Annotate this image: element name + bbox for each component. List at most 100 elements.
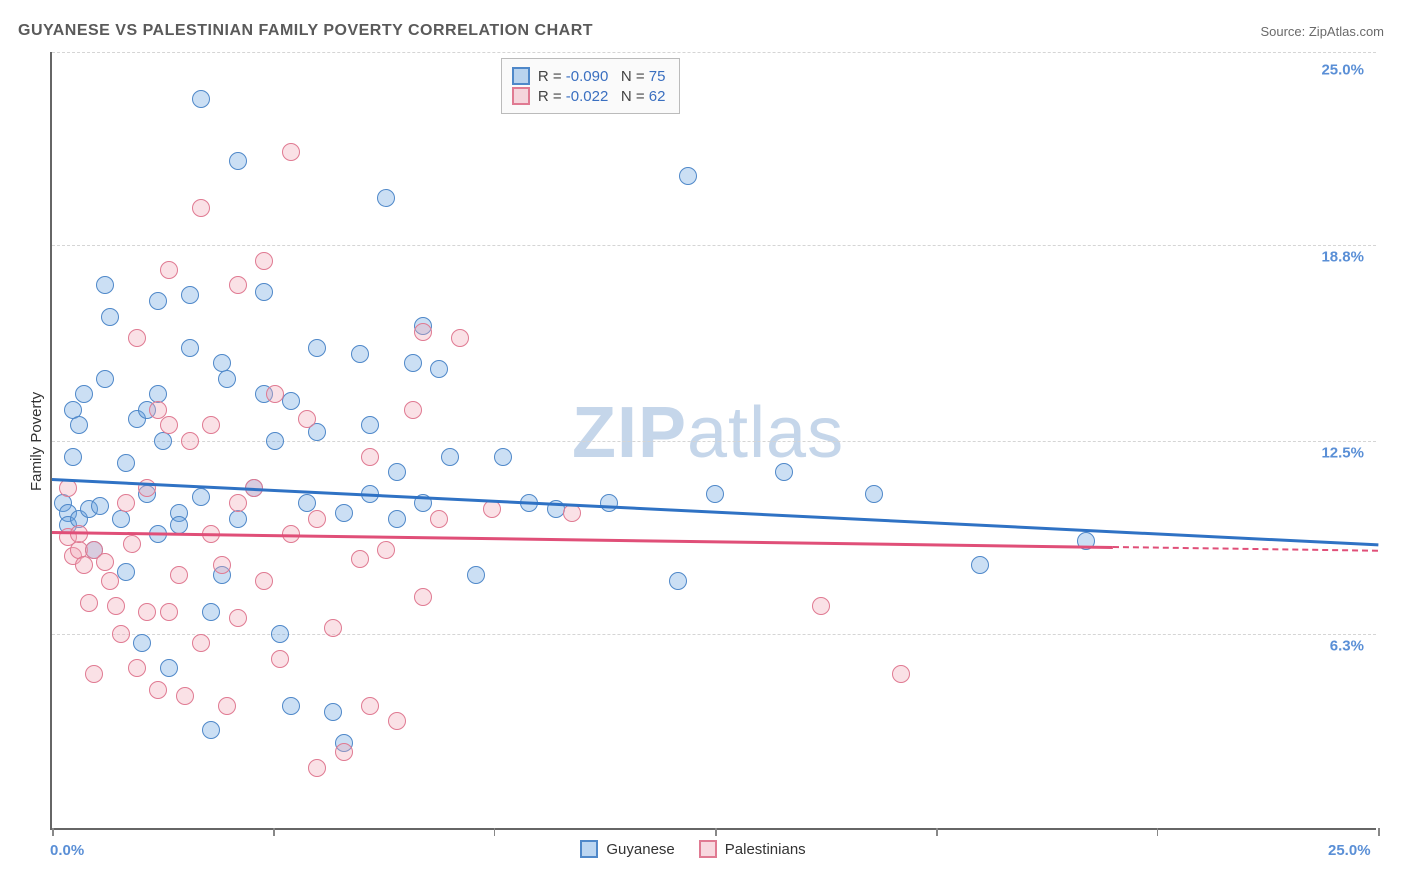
scatter-plot-area: ZIPatlas 6.3% 12.5% 18.8% 25.0% [50, 52, 1376, 830]
series-legend: Guyanese Palestinians [580, 840, 805, 858]
data-point [202, 603, 220, 621]
source-label: Source: ZipAtlas.com [1260, 24, 1384, 39]
watermark: ZIPatlas [572, 392, 844, 474]
data-point [149, 292, 167, 310]
data-point [229, 152, 247, 170]
data-point [361, 416, 379, 434]
x-tick-mark [1157, 828, 1159, 836]
watermark-rest: atlas [687, 393, 844, 473]
y-tick-label: 6.3% [1330, 637, 1364, 654]
data-point [128, 329, 146, 347]
series-legend-item: Palestinians [699, 840, 806, 858]
gridline [52, 52, 1376, 53]
data-point [75, 556, 93, 574]
data-point [112, 510, 130, 528]
data-point [160, 603, 178, 621]
data-point [75, 385, 93, 403]
data-point [170, 566, 188, 584]
y-tick-label: 12.5% [1321, 445, 1364, 462]
data-point [324, 703, 342, 721]
data-point [388, 712, 406, 730]
data-point [308, 510, 326, 528]
data-point [138, 603, 156, 621]
data-point [308, 759, 326, 777]
y-tick-label: 18.8% [1321, 248, 1364, 265]
data-point [308, 339, 326, 357]
data-point [298, 410, 316, 428]
data-point [282, 697, 300, 715]
y-axis-label: Family Poverty [28, 392, 45, 491]
data-point [128, 659, 146, 677]
data-point [600, 494, 618, 512]
data-point [101, 572, 119, 590]
data-point [117, 494, 135, 512]
x-tick-mark [1378, 828, 1380, 836]
data-point [892, 665, 910, 683]
data-point [117, 563, 135, 581]
data-point [192, 488, 210, 506]
data-point [160, 261, 178, 279]
data-point [181, 339, 199, 357]
watermark-bold: ZIP [572, 393, 687, 473]
data-point [351, 345, 369, 363]
data-point [192, 90, 210, 108]
data-point [865, 485, 883, 503]
data-point [361, 448, 379, 466]
gridline [52, 441, 1376, 442]
data-point [96, 553, 114, 571]
data-point [812, 597, 830, 615]
data-point [266, 385, 284, 403]
data-point [70, 525, 88, 543]
data-point [202, 721, 220, 739]
data-point [218, 370, 236, 388]
data-point [64, 448, 82, 466]
data-point [229, 494, 247, 512]
data-point [107, 597, 125, 615]
data-point [229, 510, 247, 528]
data-point [112, 625, 130, 643]
x-min-label: 0.0% [50, 842, 84, 859]
trend-line [1113, 546, 1378, 552]
data-point [706, 485, 724, 503]
data-point [218, 697, 236, 715]
data-point [170, 516, 188, 534]
data-point [388, 463, 406, 481]
data-point [202, 416, 220, 434]
data-point [414, 323, 432, 341]
data-point [181, 432, 199, 450]
data-point [229, 276, 247, 294]
data-point [181, 286, 199, 304]
x-max-label: 25.0% [1328, 842, 1371, 859]
data-point [404, 354, 422, 372]
data-point [154, 432, 172, 450]
series-legend-label: Palestinians [725, 841, 806, 858]
data-point [282, 392, 300, 410]
correlation-legend: R = -0.090 N = 75R = -0.022 N = 62 [501, 58, 681, 114]
data-point [160, 416, 178, 434]
data-point [149, 681, 167, 699]
data-point [451, 329, 469, 347]
x-tick-mark [273, 828, 275, 836]
data-point [430, 360, 448, 378]
data-point [271, 650, 289, 668]
legend-swatch [580, 840, 598, 858]
data-point [91, 497, 109, 515]
data-point [494, 448, 512, 466]
data-point [80, 594, 98, 612]
data-point [255, 572, 273, 590]
data-point [176, 687, 194, 705]
legend-row: R = -0.090 N = 75 [512, 67, 666, 85]
series-legend-item: Guyanese [580, 840, 674, 858]
legend-swatch [512, 67, 530, 85]
x-tick-mark [715, 828, 717, 836]
data-point [430, 510, 448, 528]
data-point [775, 463, 793, 481]
data-point [669, 572, 687, 590]
y-tick-label: 25.0% [1321, 62, 1364, 79]
data-point [271, 625, 289, 643]
data-point [192, 634, 210, 652]
data-point [679, 167, 697, 185]
x-tick-mark [936, 828, 938, 836]
data-point [133, 634, 151, 652]
data-point [414, 588, 432, 606]
